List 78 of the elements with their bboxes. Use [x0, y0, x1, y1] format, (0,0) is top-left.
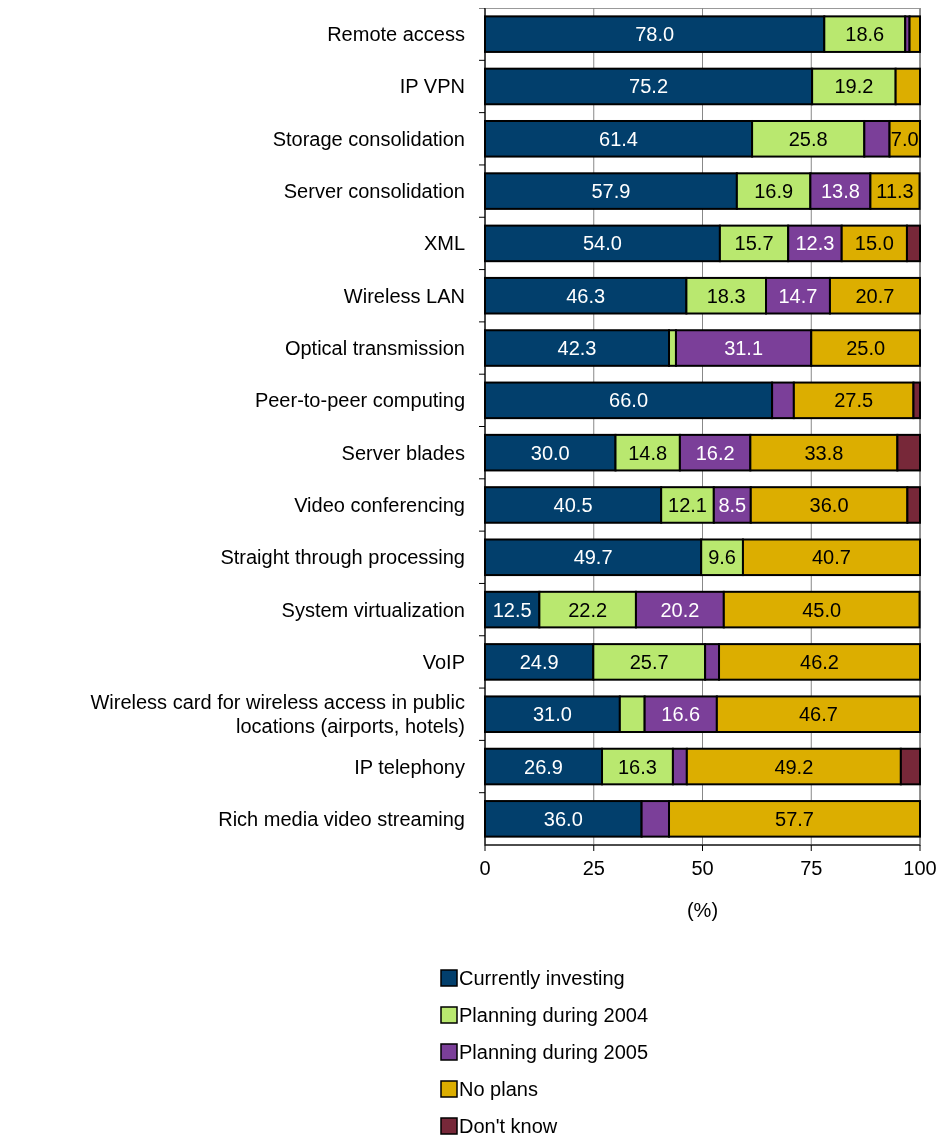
data-label: 61.4: [599, 127, 639, 150]
y-tick-label: Optical transmission: [284, 337, 465, 360]
data-label: 16.3: [618, 755, 657, 778]
data-label: 18.3: [706, 284, 746, 307]
x-tick-label: 25: [582, 857, 605, 879]
data-label: 16.6: [661, 703, 701, 726]
data-label: 13.8: [820, 180, 860, 203]
data-label: 78.0: [635, 23, 675, 46]
data-label: 49.2: [774, 755, 814, 778]
x-axis-title: (%): [686, 899, 719, 921]
data-label: 75.2: [629, 75, 669, 98]
x-tick-label: 0: [479, 857, 491, 879]
data-label: 66.0: [609, 389, 649, 412]
data-label: 24.9: [519, 650, 559, 673]
y-tick-label: Straight through processing: [220, 546, 465, 569]
data-label: 8.5: [718, 493, 747, 516]
data-label: 46.7: [798, 703, 838, 726]
data-label: 30.0: [530, 441, 570, 464]
data-label: 25.0: [846, 337, 886, 360]
data-label: 46.2: [800, 650, 839, 673]
data-label: 45.0: [802, 598, 842, 621]
data-label: 57.9: [591, 180, 631, 203]
data-label: 26.9: [524, 755, 563, 778]
data-label: 19.2: [834, 75, 874, 98]
data-label: 14.7: [778, 284, 818, 307]
legend-label: Planning during 2004: [459, 1004, 649, 1026]
x-tick-label: 50: [691, 857, 714, 879]
data-label: 12.5: [492, 598, 532, 621]
data-label: 15.7: [734, 232, 774, 255]
data-label: 14.8: [628, 441, 668, 464]
data-label: 54.0: [582, 232, 622, 255]
y-tick-label: Video conferencing: [294, 493, 465, 516]
x-tick-label: 75: [800, 857, 823, 879]
data-label: 25.7: [629, 650, 669, 673]
y-tick-label: System virtualization: [281, 598, 465, 621]
y-tick-label: Server blades: [341, 441, 465, 464]
bar: [908, 15, 921, 53]
data-label: 22.2: [568, 598, 608, 621]
data-label: 42.3: [557, 337, 597, 360]
y-tick-label: Server consolidation: [283, 180, 465, 203]
data-label: 46.3: [566, 284, 606, 307]
y-tick-label: Remote access: [327, 23, 465, 46]
legend-label: Currently investing: [459, 967, 625, 989]
y-tick-label: VoIP: [422, 650, 465, 673]
data-label: 7.0: [890, 127, 919, 150]
data-label: 25.8: [788, 127, 828, 150]
data-label: 20.2: [660, 598, 700, 621]
data-label: 36.0: [809, 493, 849, 516]
data-label: 18.6: [845, 23, 885, 46]
y-tick-label: Storage consolidation: [272, 127, 465, 150]
data-label: 9.6: [708, 546, 736, 569]
data-label: 36.0: [543, 807, 583, 830]
data-label: 31.1: [724, 337, 764, 360]
y-tick-label: IP telephony: [354, 755, 465, 778]
data-label: 15.0: [854, 232, 894, 255]
data-label: 40.7: [812, 546, 851, 569]
data-label: 40.5: [553, 493, 593, 516]
data-label: 33.8: [804, 441, 844, 464]
legend-label: Planning during 2005: [459, 1041, 649, 1063]
data-label: 16.2: [695, 441, 735, 464]
y-tick-label: Wireless card for wireless access in public locations (airports, hotels): [90, 691, 465, 738]
y-tick-label: Peer-to-peer computing: [254, 389, 465, 412]
data-label: 12.1: [668, 493, 707, 516]
data-label: 49.7: [573, 546, 613, 569]
x-tick-label: 100: [903, 857, 937, 879]
data-label: 11.3: [876, 180, 914, 203]
legend-label: Don't know: [459, 1115, 558, 1137]
legend-label: No plans: [459, 1078, 538, 1100]
y-tick-label: XML: [423, 232, 465, 255]
data-label: 57.7: [775, 807, 814, 830]
data-label: 27.5: [834, 389, 874, 412]
data-label: 31.0: [532, 703, 572, 726]
data-label: 20.7: [855, 284, 895, 307]
data-label: 16.9: [754, 180, 794, 203]
data-label: 12.3: [795, 232, 835, 255]
y-tick-label: Wireless LAN: [343, 284, 465, 307]
y-tick-label: IP VPN: [399, 75, 465, 98]
y-tick-label: Rich media video streaming: [218, 807, 465, 830]
